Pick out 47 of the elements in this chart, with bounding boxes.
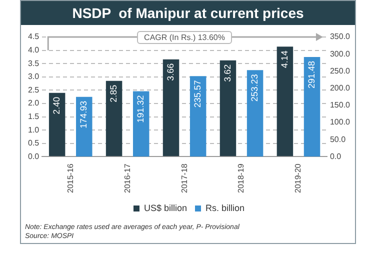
bar [106,80,122,156]
y-tick-label: 4.5 [28,32,40,42]
y2-tick-label: 50.0 [330,134,346,144]
bar [276,46,294,156]
data-label: 3.66 [166,63,176,81]
data-label: 2.40 [52,96,62,114]
y-tick-label: 4.0 [28,45,40,54]
y2-tick-label: 0.0 [330,152,342,161]
bar [76,96,92,157]
x-tick-label: 2015-16 [66,163,75,193]
x-tick-label: 2017-18 [180,163,189,193]
bar [162,59,180,156]
y2-tick-label: 250.0 [330,66,351,76]
y-tick-label: 2.0 [28,98,40,108]
legend-label: US$ billion [144,202,188,213]
bar [220,60,236,156]
bar [304,57,320,157]
y-tick-label: 2.5 [28,85,40,94]
x-tick-label: 2018-19 [236,163,246,193]
legend-label: Rs. billion [206,202,245,213]
bar [132,91,150,157]
y2-tick-label: 300.0 [330,49,351,58]
y2-tick-label: 350.0 [330,32,351,42]
data-label: 191.32 [136,95,146,123]
data-label: 291.48 [306,61,317,89]
bar [190,76,206,157]
y-tick-label: 3.5 [28,58,40,68]
data-label: 174.93 [78,100,89,128]
annotation: CAGR (In Rs.) 13.60% [137,30,232,44]
y2-tick-label: 150.0 [330,100,351,110]
y-tick-label: 0.0 [28,152,40,161]
bar [246,70,264,157]
data-label: 253.23 [250,74,260,102]
data-label: 4.14 [279,50,290,68]
chart-title: NSDP of Manipur at current prices [21,1,355,25]
data-label: 3.62 [222,64,232,82]
y-tick-label: 3.0 [28,72,40,82]
data-label: 2.85 [108,84,119,102]
y2-tick-label: 100.0 [330,118,351,127]
bar [48,92,66,156]
y-tick-label: 1.5 [28,112,40,121]
x-tick-label: 2016-17 [122,163,132,193]
x-tick-label: 2019-20 [294,163,303,193]
data-label: 235.57 [192,80,203,108]
y-tick-label: 0.5 [28,138,40,148]
y-tick-label: 1.0 [28,125,40,134]
y2-tick-label: 200.0 [330,83,351,92]
